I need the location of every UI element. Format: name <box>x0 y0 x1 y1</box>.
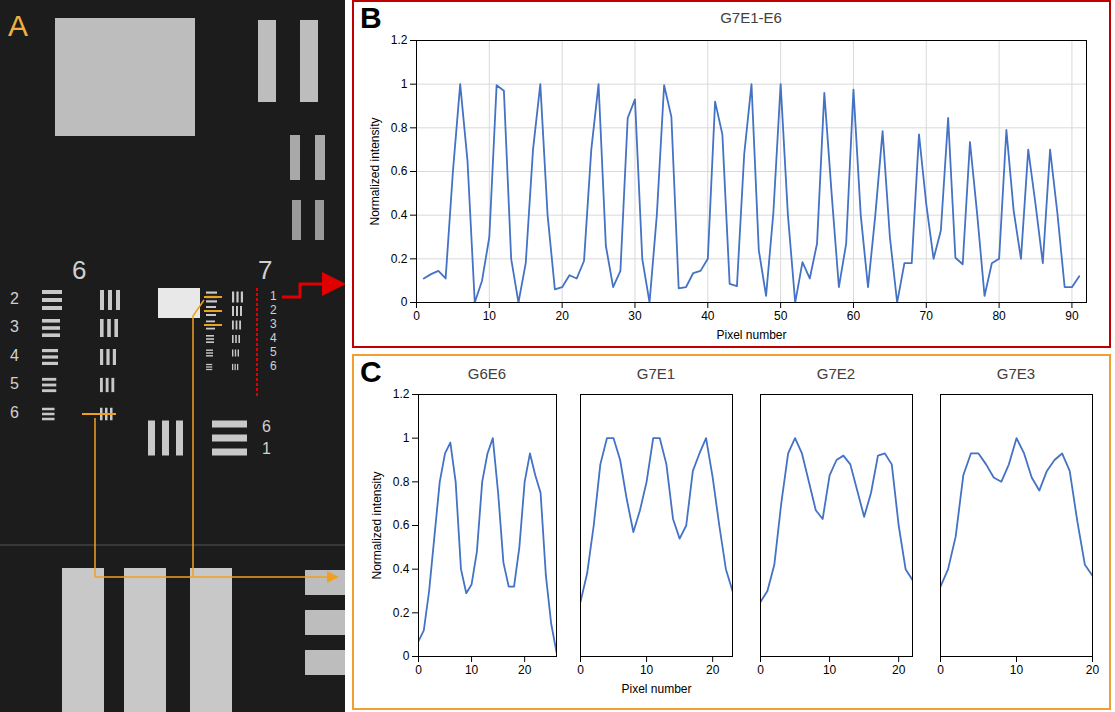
svg-text:5: 5 <box>10 375 19 392</box>
svg-text:0: 0 <box>403 649 410 663</box>
svg-text:0.6: 0.6 <box>393 518 410 532</box>
html-text:G7E3: G7E3 <box>996 365 1036 382</box>
svg-text:1: 1 <box>262 440 271 457</box>
svg-text:90: 90 <box>1065 309 1079 323</box>
svg-text:4: 4 <box>10 347 19 364</box>
svg-text:0: 0 <box>401 295 408 309</box>
html-text:C: C <box>360 355 382 388</box>
svg-text:6: 6 <box>10 404 19 421</box>
svg-text:60: 60 <box>847 309 861 323</box>
svg-text:10: 10 <box>823 663 837 677</box>
svg-text:0: 0 <box>757 663 764 677</box>
svg-text:0.4: 0.4 <box>393 562 410 576</box>
svg-text:6: 6 <box>262 418 271 435</box>
svg-text:6: 6 <box>270 359 277 373</box>
svg-text:0.8: 0.8 <box>391 121 408 135</box>
svg-text:30: 30 <box>628 309 642 323</box>
svg-text:2: 2 <box>270 303 277 317</box>
svg-text:Pixel number: Pixel number <box>716 328 786 342</box>
html-text:B: B <box>360 1 382 34</box>
svg-text:1: 1 <box>401 77 408 91</box>
svg-text:10: 10 <box>640 663 654 677</box>
svg-text:0.2: 0.2 <box>393 606 410 620</box>
svg-text:0.2: 0.2 <box>391 252 408 266</box>
svg-text:5: 5 <box>270 345 277 359</box>
svg-text:20: 20 <box>1086 663 1100 677</box>
svg-text:0.6: 0.6 <box>391 164 408 178</box>
svg-text:2: 2 <box>10 290 19 307</box>
svg-text:1.2: 1.2 <box>391 33 408 47</box>
svg-text:20: 20 <box>555 309 569 323</box>
svg-text:3: 3 <box>10 318 19 335</box>
svg-text:0: 0 <box>415 663 422 677</box>
svg-text:7: 7 <box>258 255 272 285</box>
svg-text:3: 3 <box>270 317 277 331</box>
svg-text:1: 1 <box>270 289 277 303</box>
svg-text:0: 0 <box>577 663 584 677</box>
svg-text:40: 40 <box>701 309 715 323</box>
svg-text:4: 4 <box>270 331 277 345</box>
svg-text:1: 1 <box>403 431 410 445</box>
html-text:G7E2: G7E2 <box>816 365 856 382</box>
svg-text:20: 20 <box>518 663 532 677</box>
svg-text:A: A <box>8 9 28 42</box>
html-text:G6E6: G6E6 <box>467 365 507 382</box>
svg-text:20: 20 <box>892 663 906 677</box>
svg-text:0.4: 0.4 <box>391 208 408 222</box>
svg-text:0: 0 <box>413 309 420 323</box>
svg-text:Normalized intensity: Normalized intensity <box>370 471 384 579</box>
svg-text:6: 6 <box>72 255 86 285</box>
svg-text:0: 0 <box>937 663 944 677</box>
svg-text:Pixel number: Pixel number <box>621 682 691 696</box>
svg-text:70: 70 <box>920 309 934 323</box>
svg-text:80: 80 <box>992 309 1006 323</box>
svg-text:10: 10 <box>465 663 479 677</box>
svg-text:50: 50 <box>774 309 788 323</box>
svg-text:10: 10 <box>483 309 497 323</box>
svg-text:1.2: 1.2 <box>393 387 410 401</box>
svg-text:20: 20 <box>706 663 720 677</box>
svg-text:10: 10 <box>1010 663 1024 677</box>
svg-text:0.8: 0.8 <box>393 475 410 489</box>
html-text:G7E1: G7E1 <box>636 365 676 382</box>
html-text:G7E1-E6: G7E1-E6 <box>720 9 782 26</box>
svg-text:Normalized intensity: Normalized intensity <box>368 117 382 225</box>
